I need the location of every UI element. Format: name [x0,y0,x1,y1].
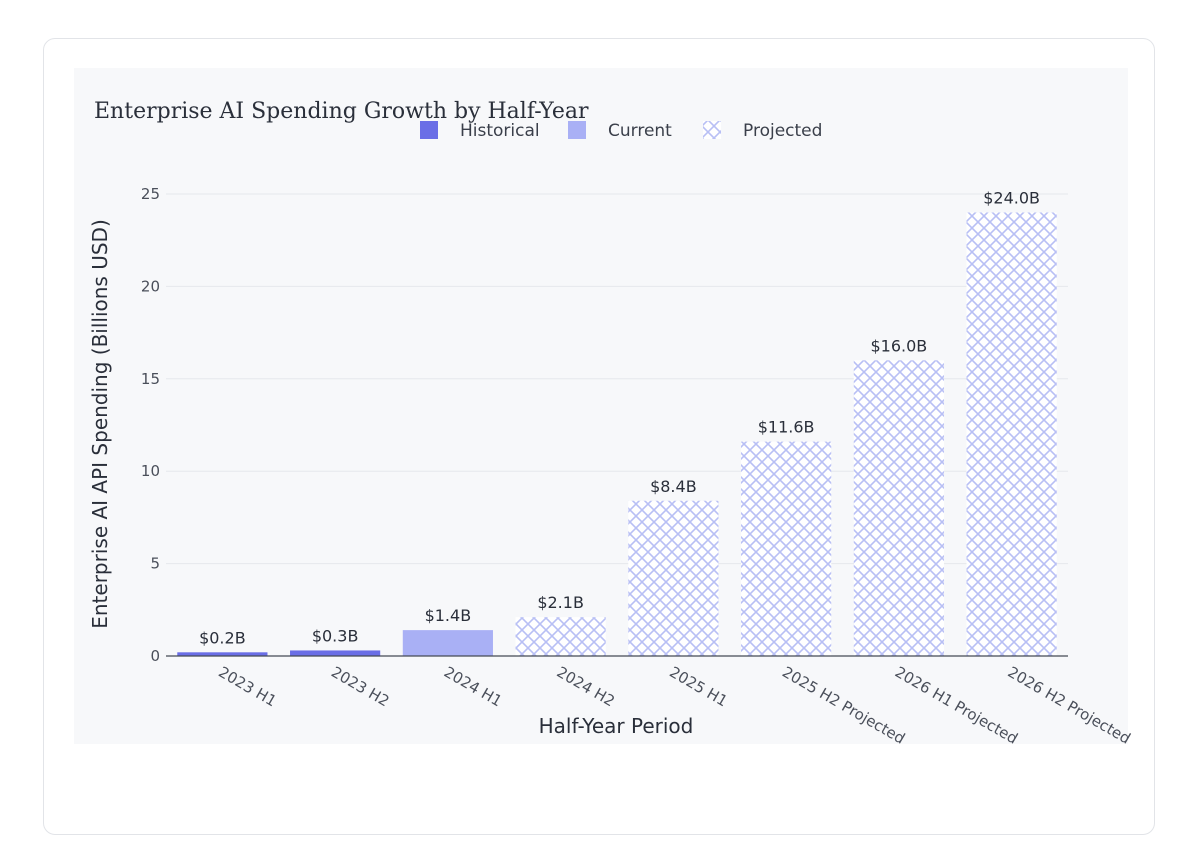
x-tick-label: 2025 H1 [666,663,730,710]
x-tick-label: 2024 H2 [554,663,618,710]
y-tick-label: 10 [141,462,160,480]
chart-title: Enterprise AI Spending Growth by Half-Ye… [94,99,589,124]
data-labels: $0.2B $0.3B $1.4B $2.1B $8.4B $11.6B $16.0B $24… [199,188,1040,647]
data-label: $1.4B [425,606,472,625]
y-tick-label: 15 [141,370,160,388]
y-tick-label: 25 [141,185,160,203]
x-tick-label: 2023 H1 [215,663,279,710]
legend: Historical Current Projected [420,121,822,141]
x-axis-label: Half-Year Period [539,714,694,738]
data-label: $16.0B [870,336,927,355]
data-label: $8.4B [650,477,697,496]
y-tick-label: 5 [150,555,160,573]
legend-swatch-current [568,121,586,139]
data-label: $0.3B [312,626,359,645]
bars [177,212,1057,657]
data-label: $0.2B [199,628,246,647]
bar-2023-h1 [177,652,268,656]
data-label: $11.6B [758,418,815,437]
bar-2024-h1 [402,630,493,656]
x-tick-label: 2023 H2 [328,663,392,710]
legend-label-historical: Historical [460,121,540,141]
y-tick-label: 20 [141,277,160,295]
legend-swatch-historical [420,121,438,139]
bar-2026-h2-projected [966,212,1057,657]
y-axis-ticks: 0 5 10 15 20 25 [141,185,160,665]
legend-label-current: Current [608,121,672,141]
legend-swatch-projected [703,121,721,139]
x-tick-label: 2026 H1 Projected [892,663,1021,748]
y-tick-label: 0 [150,647,160,665]
x-tick-label: 2026 H2 Projected [1005,663,1134,748]
bar-2026-h1-projected [853,360,944,656]
x-tick-label: 2024 H1 [441,663,505,710]
bar-2023-h2 [290,650,381,656]
data-label: $2.1B [537,593,584,612]
data-label: $24.0B [983,188,1040,207]
bar-2024-h2 [515,617,606,656]
bar-2025-h2-projected [741,441,832,656]
y-axis-label: Enterprise AI API Spending (Billions USD… [88,219,112,629]
bar-2025-h1 [628,500,719,656]
x-tick-label: 2025 H2 Projected [779,663,908,748]
legend-label-projected: Projected [743,121,822,141]
